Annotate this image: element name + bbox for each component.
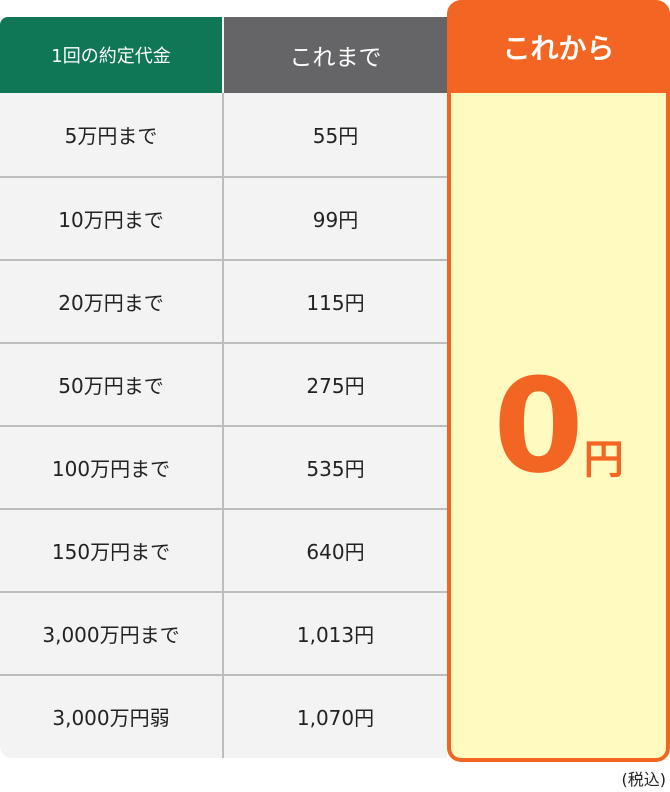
table-row: 3,000万円まで 1,013円 (0, 591, 447, 674)
fee-table: 1回の約定代金 これまで 5万円まで 55円 10万円まで 99円 20万円まで 115円… (0, 17, 447, 758)
table-row: 20万円まで 115円 (0, 259, 447, 342)
trade-amount: 3,000万円弱 (52, 706, 170, 730)
trade-amount: 10万円まで (58, 208, 164, 232)
trade-amount: 20万円まで (58, 291, 164, 315)
previous-fee: 535円 (306, 457, 365, 481)
previous-fee: 115円 (306, 291, 365, 315)
table-row: 100万円まで 535円 (0, 425, 447, 508)
table-row: 5万円まで 55円 (0, 93, 447, 176)
new-fee-unit: 円 (583, 436, 624, 483)
previous-fee: 1,070円 (296, 706, 375, 730)
previous-fee: 55円 (312, 124, 359, 148)
trade-amount: 3,000万円まで (42, 623, 180, 647)
new-fee-column: これから 0 円 (447, 0, 670, 762)
header-from-now: これから (502, 31, 615, 65)
previous-fee: 275円 (306, 374, 365, 398)
new-fee-value: 0 円 (451, 93, 666, 758)
previous-fee: 640円 (306, 540, 365, 564)
table-row: 3,000万円弱 1,070円 (0, 674, 447, 757)
new-fee-number: 0 (493, 349, 584, 502)
trade-amount: 50万円まで (58, 374, 164, 398)
previous-fee: 1,013円 (296, 623, 375, 647)
header-trade-amount: 1回の約定代金 (0, 17, 222, 93)
trade-amount: 100万円まで (51, 457, 171, 481)
table-row: 50万円まで 275円 (0, 342, 447, 425)
table-row: 150万円まで 640円 (0, 508, 447, 591)
previous-fee: 99円 (312, 208, 359, 232)
trade-amount: 5万円まで (64, 124, 158, 148)
header-previous: これまで (224, 17, 447, 93)
trade-amount: 150万円まで (51, 540, 171, 564)
table-row: 10万円まで 99円 (0, 176, 447, 259)
tax-note: (税込) (621, 770, 667, 789)
